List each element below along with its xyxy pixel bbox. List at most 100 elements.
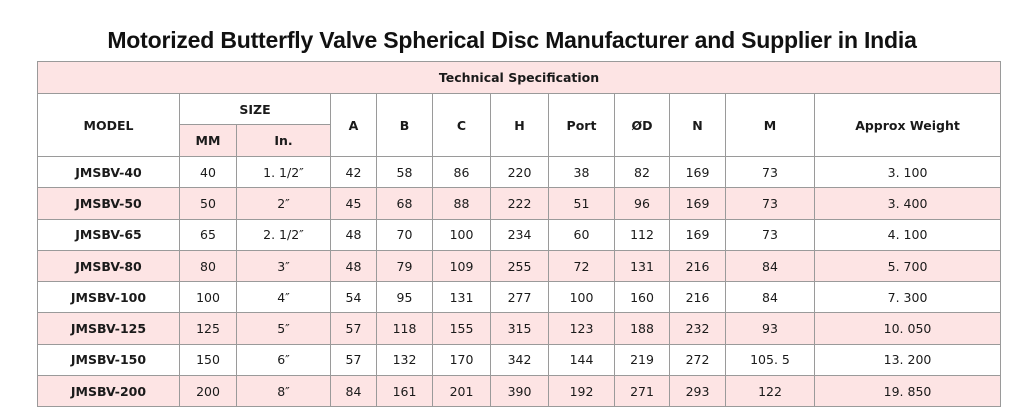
cell-port: 60: [548, 218, 615, 251]
page-title: Motorized Butterfly Valve Spherical Disc…: [107, 27, 917, 54]
cell-in: 4″: [236, 281, 331, 314]
cell-m: 93: [725, 312, 815, 345]
cell-od: 160: [614, 281, 670, 314]
cell-c: 131: [432, 281, 491, 314]
cell-n: 216: [669, 249, 726, 283]
table-caption: Technical Specification: [36, 61, 1002, 94]
cell-c: 201: [432, 375, 491, 408]
cell-h: 222: [490, 187, 549, 220]
cell-a: 42: [330, 155, 377, 189]
header-size-mm: MM: [179, 124, 237, 157]
header-approx-weight: Approx Weight: [813, 93, 1002, 157]
cell-model: JMSBV-125: [37, 312, 180, 345]
cell-b: 95: [376, 281, 433, 314]
cell-in: 8″: [236, 375, 331, 408]
cell-m: 73: [725, 218, 815, 251]
cell-od: 188: [614, 312, 670, 345]
header-h: H: [490, 93, 549, 157]
cell-b: 132: [376, 343, 433, 377]
cell-weight: 19. 850: [813, 375, 1002, 408]
cell-b: 161: [376, 375, 433, 408]
cell-c: 109: [432, 249, 491, 283]
table-row: JMSBV-65 65 2. 1/2″ 48 70 100 234 60 112…: [37, 218, 1002, 251]
cell-n: 169: [669, 218, 726, 251]
table-row: JMSBV-80 80 3″ 48 79 109 255 72 131 216 …: [37, 249, 1002, 283]
cell-c: 100: [432, 218, 491, 251]
cell-od: 131: [614, 249, 670, 283]
cell-b: 70: [376, 218, 433, 251]
cell-mm: 50: [179, 187, 237, 220]
cell-mm: 125: [179, 312, 237, 345]
table-row: JMSBV-150 150 6″ 57 132 170 342 144 219 …: [37, 343, 1002, 377]
cell-m: 122: [725, 375, 815, 408]
cell-od: 112: [614, 218, 670, 251]
cell-b: 68: [376, 187, 433, 220]
header-n: N: [669, 93, 726, 157]
cell-model: JMSBV-65: [37, 218, 180, 251]
cell-a: 45: [330, 187, 377, 220]
table-row: JMSBV-50 50 2″ 45 68 88 222 51 96 169 73…: [37, 187, 1002, 220]
cell-b: 118: [376, 312, 433, 345]
cell-a: 54: [330, 281, 377, 314]
cell-h: 315: [490, 312, 549, 345]
cell-m: 105. 5: [725, 343, 815, 377]
cell-h: 234: [490, 218, 549, 251]
cell-weight: 4. 100: [813, 218, 1002, 251]
cell-a: 57: [330, 343, 377, 377]
cell-m: 73: [725, 155, 815, 189]
cell-in: 5″: [236, 312, 331, 345]
cell-h: 390: [490, 375, 549, 408]
cell-c: 86: [432, 155, 491, 189]
cell-mm: 100: [179, 281, 237, 314]
header-m: M: [725, 93, 815, 157]
header-size-in: In.: [236, 124, 331, 157]
cell-weight: 13. 200: [813, 343, 1002, 377]
cell-port: 123: [548, 312, 615, 345]
cell-model: JMSBV-50: [37, 187, 180, 220]
cell-h: 220: [490, 155, 549, 189]
cell-mm: 200: [179, 375, 237, 408]
cell-od: 96: [614, 187, 670, 220]
cell-model: JMSBV-100: [37, 281, 180, 314]
header-c: C: [432, 93, 491, 157]
cell-mm: 65: [179, 218, 237, 251]
cell-a: 84: [330, 375, 377, 408]
cell-mm: 40: [179, 155, 237, 189]
header-a: A: [330, 93, 377, 157]
cell-port: 38: [548, 155, 615, 189]
header-port: Port: [548, 93, 615, 157]
cell-weight: 10. 050: [813, 312, 1002, 345]
header-b: B: [376, 93, 433, 157]
cell-mm: 80: [179, 249, 237, 283]
cell-port: 144: [548, 343, 615, 377]
cell-c: 170: [432, 343, 491, 377]
cell-a: 48: [330, 249, 377, 283]
cell-c: 88: [432, 187, 491, 220]
cell-od: 219: [614, 343, 670, 377]
cell-in: 2″: [236, 187, 331, 220]
cell-weight: 5. 700: [813, 249, 1002, 283]
table-row: JMSBV-125 125 5″ 57 118 155 315 123 188 …: [37, 312, 1002, 345]
cell-in: 2. 1/2″: [236, 218, 331, 251]
cell-od: 271: [614, 375, 670, 408]
cell-in: 1. 1/2″: [236, 155, 331, 189]
cell-in: 3″: [236, 249, 331, 283]
cell-model: JMSBV-40: [37, 155, 180, 189]
cell-weight: 3. 400: [813, 187, 1002, 220]
cell-b: 58: [376, 155, 433, 189]
cell-b: 79: [376, 249, 433, 283]
cell-mm: 150: [179, 343, 237, 377]
cell-port: 51: [548, 187, 615, 220]
cell-m: 84: [725, 249, 815, 283]
cell-a: 57: [330, 312, 377, 345]
cell-weight: 7. 300: [813, 281, 1002, 314]
cell-model: JMSBV-150: [37, 343, 180, 377]
cell-port: 72: [548, 249, 615, 283]
cell-h: 342: [490, 343, 549, 377]
cell-n: 293: [669, 375, 726, 408]
cell-m: 84: [725, 281, 815, 314]
cell-weight: 3. 100: [813, 155, 1002, 189]
header-od: ØD: [614, 93, 670, 157]
cell-n: 272: [669, 343, 726, 377]
table-row: JMSBV-100 100 4″ 54 95 131 277 100 160 2…: [37, 281, 1002, 314]
